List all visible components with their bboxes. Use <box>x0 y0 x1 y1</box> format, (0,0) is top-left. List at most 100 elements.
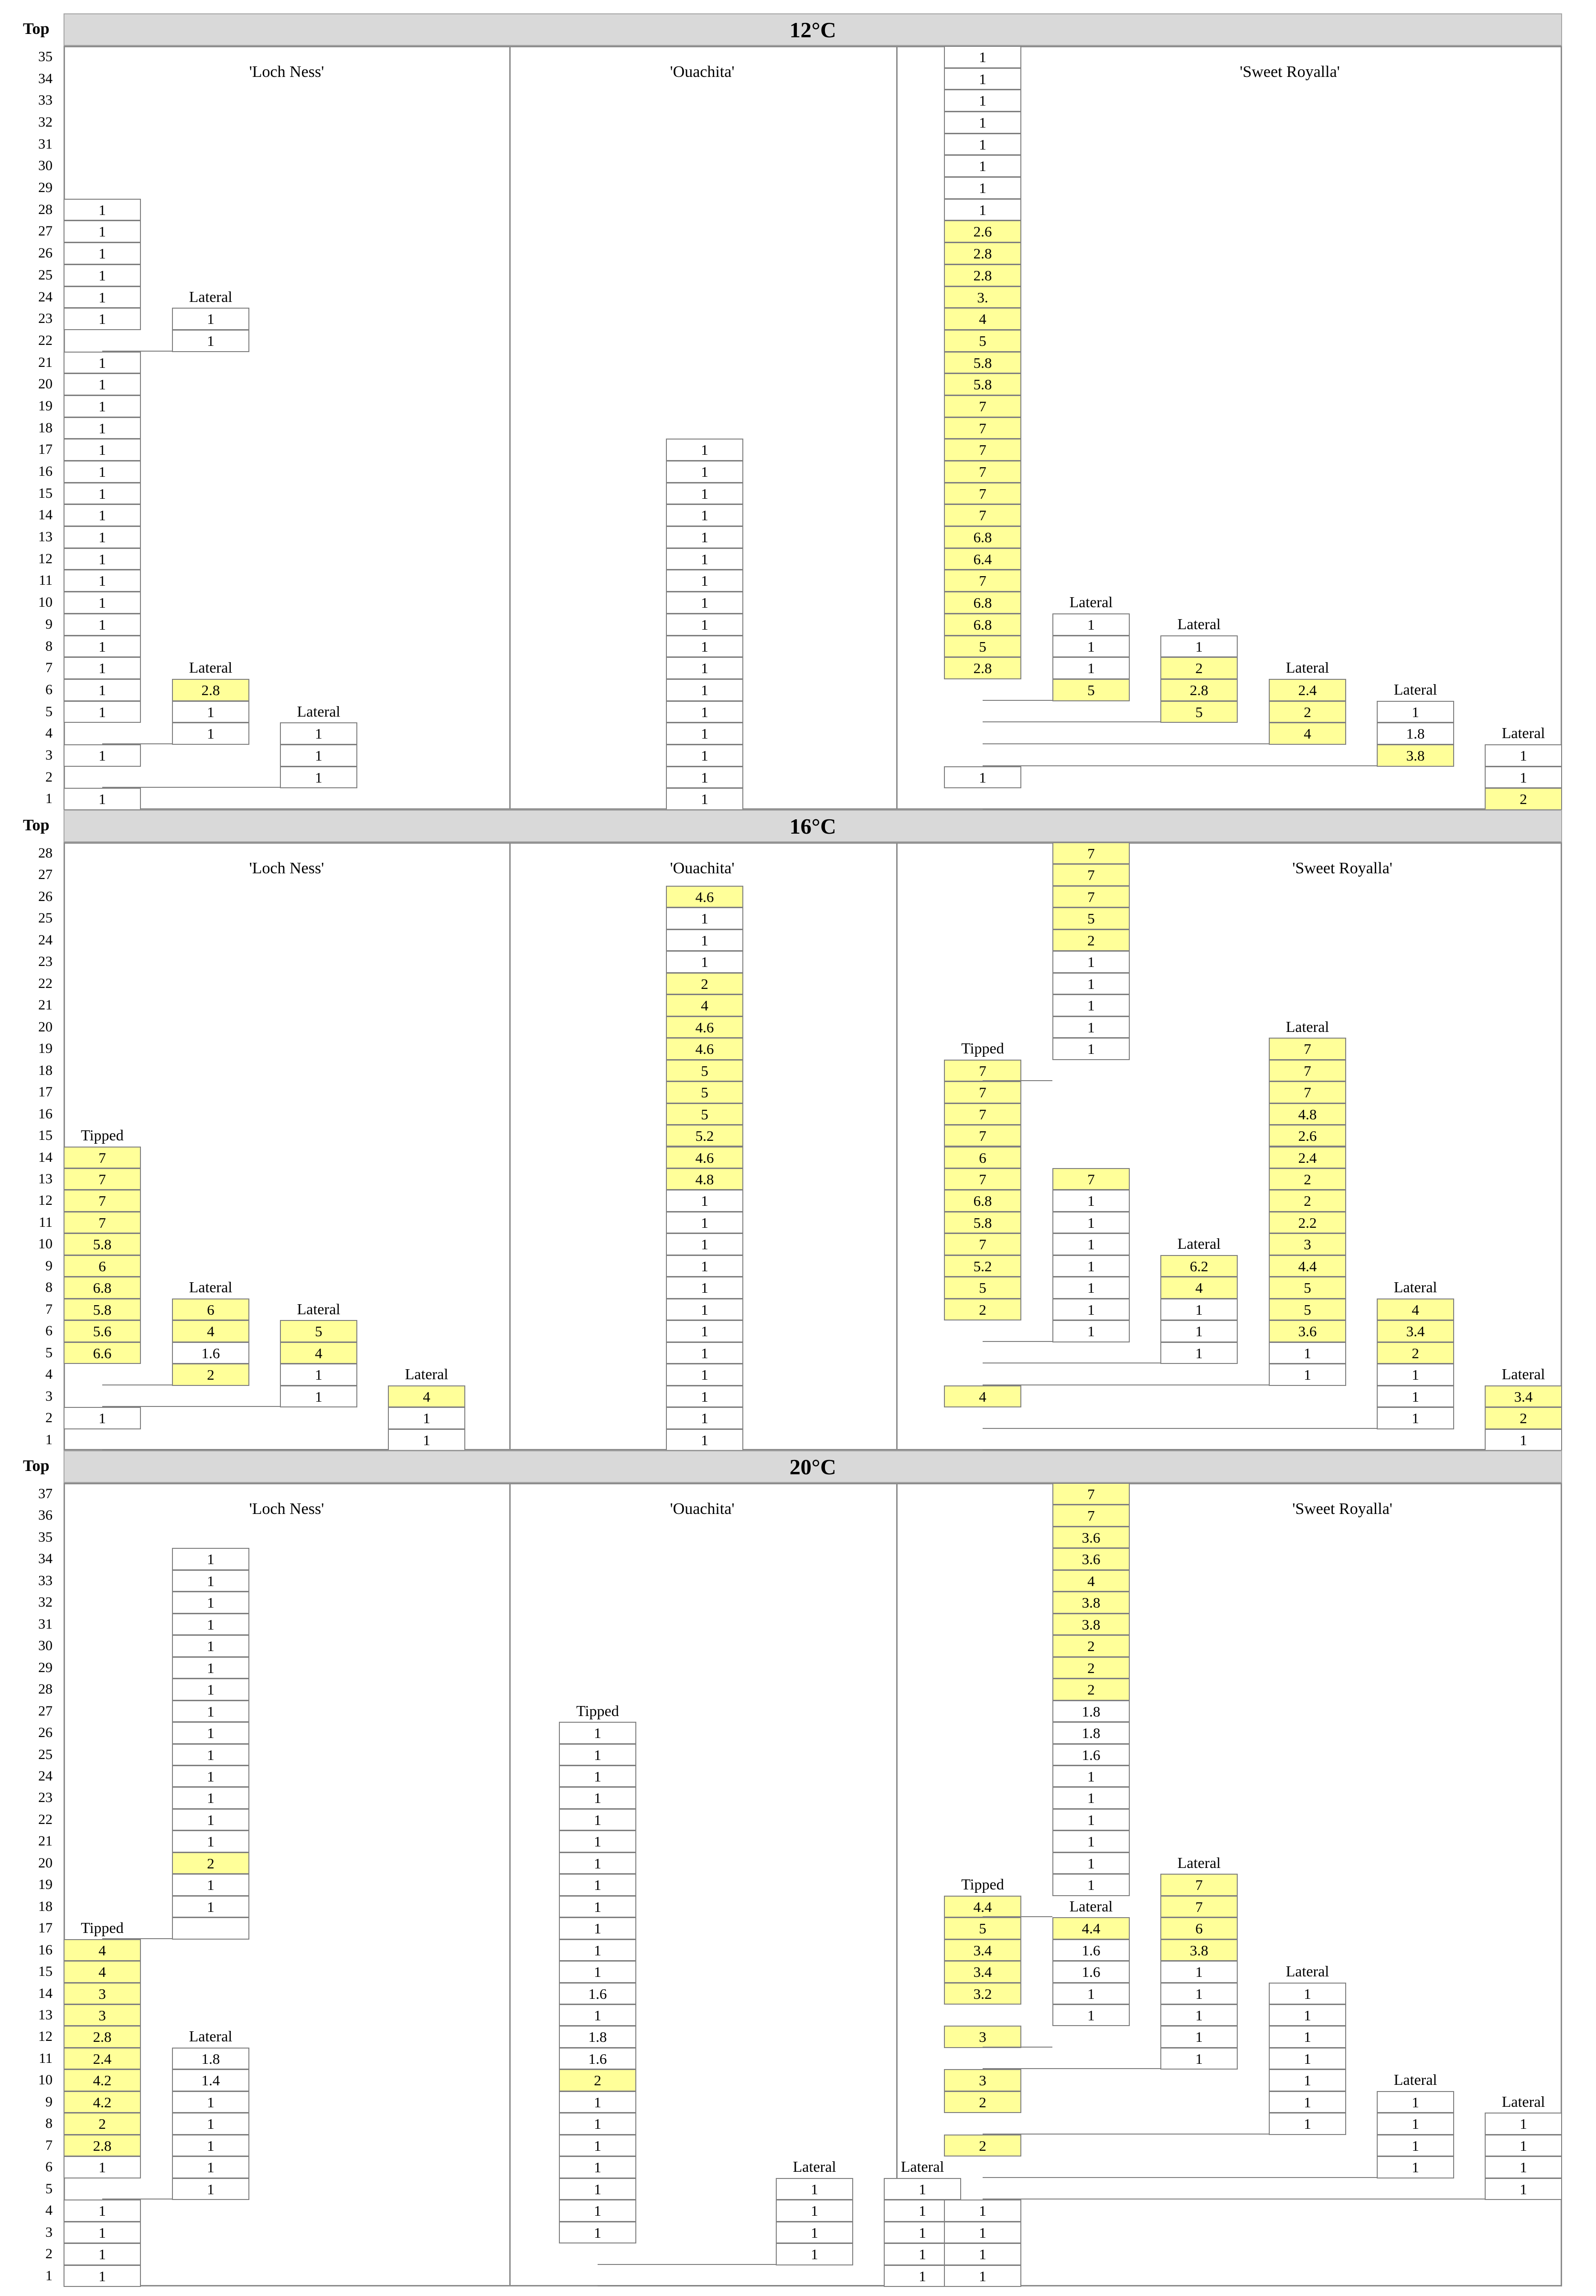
node-cell: 5 <box>1052 907 1130 930</box>
row-number: 35 <box>38 49 53 64</box>
node-cell: 1 <box>944 133 1021 156</box>
node-cell: 1 <box>172 1548 249 1570</box>
row-number: 16 <box>38 1942 53 1958</box>
node-cell: 1 <box>172 1808 249 1831</box>
node-cell: 7 <box>944 395 1021 418</box>
node-cell <box>172 1917 249 1940</box>
node-cell: 1 <box>666 635 743 658</box>
node-cell: 1 <box>559 1852 636 1875</box>
tipped-label: Tipped <box>961 1876 1004 1893</box>
node-cell: 1 <box>1269 1363 1346 1386</box>
node-cell: 1.6 <box>1052 1961 1130 1983</box>
node-cell: 1 <box>172 2178 249 2200</box>
node-cell: 1 <box>280 722 357 745</box>
node-cell: 1 <box>1377 2113 1454 2135</box>
row-number: 12 <box>38 1192 53 1209</box>
node-cell: 1 <box>1269 2026 1346 2048</box>
tipped-label: Tipped <box>81 1919 124 1937</box>
node-cell: 1 <box>559 1895 636 1918</box>
row-number: 14 <box>38 1985 53 2001</box>
node-cell: 1 <box>666 788 743 810</box>
top-label: Top <box>23 20 50 38</box>
node-cell: 1 <box>1269 2113 1346 2135</box>
node-cell: 4 <box>172 1320 249 1342</box>
node-cell: 2.4 <box>1269 1146 1346 1169</box>
node-cell: 7 <box>1052 1483 1130 1505</box>
row-number: 28 <box>38 845 53 861</box>
node-cell: 1 <box>64 591 141 614</box>
node-cell: 1 <box>666 591 743 614</box>
row-number: 5 <box>45 1344 53 1361</box>
node-cell: 2 <box>1269 700 1346 723</box>
row-number: 9 <box>45 616 53 632</box>
cultivar-divider <box>896 46 898 810</box>
node-cell: 1 <box>280 1385 357 1408</box>
node-cell: 6.8 <box>944 613 1021 636</box>
node-cell: 1 <box>666 1277 743 1299</box>
node-cell: 7 <box>944 439 1021 461</box>
node-cell: 1 <box>666 1428 743 1451</box>
row-number: 11 <box>39 1214 53 1230</box>
node-cell: 1 <box>1377 2091 1454 2114</box>
row-number: 21 <box>38 354 53 370</box>
row-number: 20 <box>38 376 53 392</box>
node-cell: 1 <box>64 417 141 440</box>
branch-connector <box>102 1449 388 1450</box>
node-cell: 1 <box>64 744 141 767</box>
node-cell: 1 <box>280 1363 357 1386</box>
node-cell: 1 <box>64 439 141 461</box>
row-number: 23 <box>38 1790 53 1806</box>
node-cell: 3.8 <box>1052 1613 1130 1636</box>
node-cell: 4 <box>666 994 743 1017</box>
branch-connector <box>983 1384 1269 1385</box>
node-cell: 2.6 <box>1269 1125 1346 1147</box>
node-cell: 1 <box>1377 2156 1454 2178</box>
node-cell: 2 <box>944 2134 1021 2157</box>
node-cell: 7 <box>1052 864 1130 886</box>
row-number: 17 <box>38 441 53 458</box>
node-cell: 1 <box>1160 2047 1238 2070</box>
node-cell: 3.6 <box>1052 1548 1130 1570</box>
node-cell: 7 <box>64 1146 141 1169</box>
node-cell: 3 <box>944 2069 1021 2092</box>
node-cell: 1 <box>559 2199 636 2222</box>
row-number: 12 <box>38 2028 53 2045</box>
node-cell: 7 <box>944 1081 1021 1104</box>
row-number: 4 <box>45 1366 53 1383</box>
node-cell: 5.8 <box>944 1211 1021 1234</box>
node-cell: 7 <box>1052 1504 1130 1527</box>
lateral-label: Lateral <box>1393 680 1437 698</box>
lateral-label: Lateral <box>189 288 233 305</box>
node-cell: 1 <box>884 2178 961 2200</box>
node-cell: 1 <box>1377 1407 1454 1429</box>
branch-connector <box>102 350 172 352</box>
node-cell: 7 <box>64 1190 141 1212</box>
node-cell: 1.8 <box>559 2026 636 2048</box>
row-number: 12 <box>38 550 53 567</box>
node-cell: 1 <box>944 155 1021 178</box>
node-cell: 2 <box>559 2069 636 2092</box>
node-cell: 4 <box>1160 1277 1238 1299</box>
row-number: 27 <box>38 867 53 883</box>
node-cell: 3.4 <box>944 1961 1021 1983</box>
node-cell: 1 <box>64 2221 141 2244</box>
node-cell: 1 <box>776 2199 853 2222</box>
row-number: 11 <box>39 572 53 589</box>
node-cell: 1 <box>1160 1982 1238 2005</box>
node-cell: 1 <box>388 1428 465 1451</box>
node-cell: 7 <box>64 1168 141 1191</box>
node-cell: 2 <box>64 2113 141 2135</box>
row-number: 33 <box>38 1572 53 1588</box>
lateral-label: Lateral <box>1069 1897 1113 1915</box>
node-cell: 1 <box>388 1407 465 1429</box>
row-number: 2 <box>45 2246 53 2262</box>
node-cell: 1 <box>64 788 141 810</box>
node-cell: 1 <box>280 766 357 789</box>
node-cell: 5 <box>1269 1277 1346 1299</box>
node-cell: 5.8 <box>944 373 1021 396</box>
node-cell: 1 <box>1160 1961 1238 1983</box>
lateral-label: Lateral <box>1501 2092 1545 2110</box>
lateral-label: Lateral <box>900 2158 944 2176</box>
branch-connector <box>983 809 1485 810</box>
node-cell: 6.2 <box>1160 1255 1238 1277</box>
